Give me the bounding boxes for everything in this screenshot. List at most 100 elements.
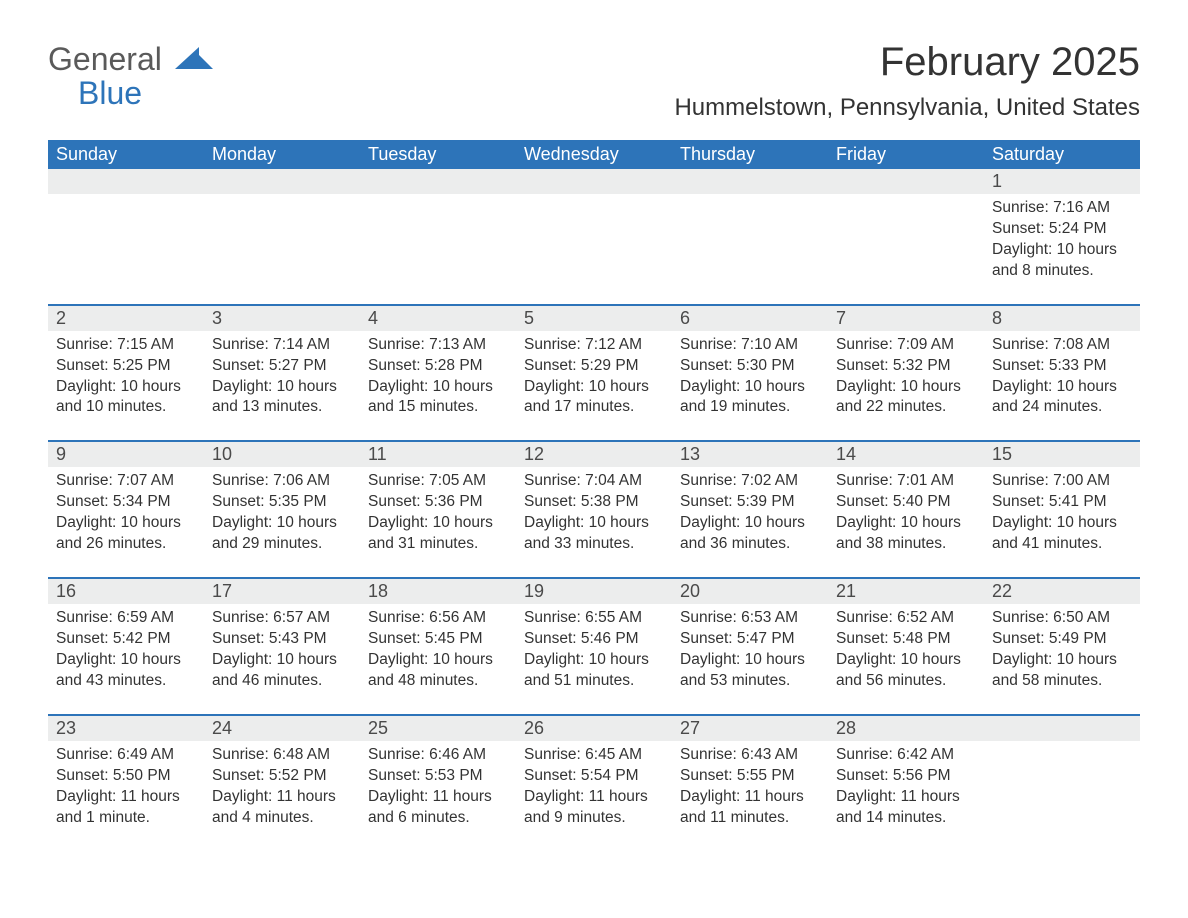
- day-number: 23: [48, 716, 204, 741]
- day-cell: Sunrise: 7:07 AMSunset: 5:34 PMDaylight:…: [48, 467, 204, 578]
- day-number: 2: [48, 306, 204, 331]
- day-cell: [48, 194, 204, 305]
- sunrise-text: Sunrise: 7:14 AM: [212, 335, 352, 356]
- day-cell: Sunrise: 6:53 AMSunset: 5:47 PMDaylight:…: [672, 604, 828, 715]
- daylight-text: Daylight: 10 hours and 58 minutes.: [992, 650, 1132, 692]
- day-number: 1: [984, 169, 1140, 194]
- sunset-text: Sunset: 5:50 PM: [56, 766, 196, 787]
- day-cell: [360, 194, 516, 305]
- day-number-row: 1: [48, 169, 1140, 194]
- daylight-text: Daylight: 10 hours and 36 minutes.: [680, 513, 820, 555]
- day-number: 15: [984, 442, 1140, 467]
- sunset-text: Sunset: 5:48 PM: [836, 629, 976, 650]
- sunrise-text: Sunrise: 7:07 AM: [56, 471, 196, 492]
- daylight-text: Daylight: 10 hours and 33 minutes.: [524, 513, 664, 555]
- day-cell: Sunrise: 7:04 AMSunset: 5:38 PMDaylight:…: [516, 467, 672, 578]
- sunrise-text: Sunrise: 7:02 AM: [680, 471, 820, 492]
- day-number: [48, 169, 204, 194]
- day-header: Saturday: [984, 140, 1140, 169]
- sunrise-text: Sunrise: 7:00 AM: [992, 471, 1132, 492]
- sunrise-text: Sunrise: 6:48 AM: [212, 745, 352, 766]
- sunset-text: Sunset: 5:47 PM: [680, 629, 820, 650]
- day-number: 10: [204, 442, 360, 467]
- daylight-text: Daylight: 10 hours and 41 minutes.: [992, 513, 1132, 555]
- daylight-text: Daylight: 10 hours and 13 minutes.: [212, 377, 352, 419]
- sunrise-text: Sunrise: 6:50 AM: [992, 608, 1132, 629]
- daylight-text: Daylight: 10 hours and 29 minutes.: [212, 513, 352, 555]
- sunset-text: Sunset: 5:32 PM: [836, 356, 976, 377]
- sunrise-text: Sunrise: 7:13 AM: [368, 335, 508, 356]
- sunrise-text: Sunrise: 7:15 AM: [56, 335, 196, 356]
- day-cell: Sunrise: 6:45 AMSunset: 5:54 PMDaylight:…: [516, 741, 672, 851]
- day-number: 4: [360, 306, 516, 331]
- sunrise-text: Sunrise: 6:52 AM: [836, 608, 976, 629]
- daylight-text: Daylight: 10 hours and 17 minutes.: [524, 377, 664, 419]
- daylight-text: Daylight: 10 hours and 19 minutes.: [680, 377, 820, 419]
- day-number: 12: [516, 442, 672, 467]
- day-cell: Sunrise: 7:09 AMSunset: 5:32 PMDaylight:…: [828, 331, 984, 442]
- day-cell: Sunrise: 6:48 AMSunset: 5:52 PMDaylight:…: [204, 741, 360, 851]
- day-number: 7: [828, 306, 984, 331]
- sunset-text: Sunset: 5:56 PM: [836, 766, 976, 787]
- day-number: [360, 169, 516, 194]
- sunrise-text: Sunrise: 6:45 AM: [524, 745, 664, 766]
- day-number: 14: [828, 442, 984, 467]
- day-number: 9: [48, 442, 204, 467]
- sunset-text: Sunset: 5:39 PM: [680, 492, 820, 513]
- sunset-text: Sunset: 5:36 PM: [368, 492, 508, 513]
- daylight-text: Daylight: 10 hours and 56 minutes.: [836, 650, 976, 692]
- day-body-row: Sunrise: 7:16 AMSunset: 5:24 PMDaylight:…: [48, 194, 1140, 305]
- sunset-text: Sunset: 5:41 PM: [992, 492, 1132, 513]
- daylight-text: Daylight: 11 hours and 14 minutes.: [836, 787, 976, 829]
- day-body-row: Sunrise: 6:49 AMSunset: 5:50 PMDaylight:…: [48, 741, 1140, 851]
- daylight-text: Daylight: 11 hours and 11 minutes.: [680, 787, 820, 829]
- day-number: [516, 169, 672, 194]
- month-title: February 2025: [674, 40, 1140, 84]
- day-cell: Sunrise: 6:42 AMSunset: 5:56 PMDaylight:…: [828, 741, 984, 851]
- logo: General Blue: [48, 40, 213, 112]
- day-cell: Sunrise: 7:14 AMSunset: 5:27 PMDaylight:…: [204, 331, 360, 442]
- day-number: [672, 169, 828, 194]
- daylight-text: Daylight: 10 hours and 15 minutes.: [368, 377, 508, 419]
- daylight-text: Daylight: 10 hours and 31 minutes.: [368, 513, 508, 555]
- day-number: 3: [204, 306, 360, 331]
- sunrise-text: Sunrise: 6:53 AM: [680, 608, 820, 629]
- day-number: 22: [984, 579, 1140, 604]
- sunrise-text: Sunrise: 7:05 AM: [368, 471, 508, 492]
- sunset-text: Sunset: 5:40 PM: [836, 492, 976, 513]
- day-header: Thursday: [672, 140, 828, 169]
- day-body-row: Sunrise: 7:07 AMSunset: 5:34 PMDaylight:…: [48, 467, 1140, 578]
- logo-text-blue: Blue: [78, 75, 213, 112]
- day-number: 18: [360, 579, 516, 604]
- sunset-text: Sunset: 5:45 PM: [368, 629, 508, 650]
- sunset-text: Sunset: 5:28 PM: [368, 356, 508, 377]
- day-header: Friday: [828, 140, 984, 169]
- day-cell: Sunrise: 6:46 AMSunset: 5:53 PMDaylight:…: [360, 741, 516, 851]
- day-cell: Sunrise: 7:13 AMSunset: 5:28 PMDaylight:…: [360, 331, 516, 442]
- day-cell: Sunrise: 7:05 AMSunset: 5:36 PMDaylight:…: [360, 467, 516, 578]
- sunset-text: Sunset: 5:27 PM: [212, 356, 352, 377]
- sunrise-text: Sunrise: 7:12 AM: [524, 335, 664, 356]
- day-number-row: 2345678: [48, 306, 1140, 331]
- sunset-text: Sunset: 5:30 PM: [680, 356, 820, 377]
- sunrise-text: Sunrise: 6:56 AM: [368, 608, 508, 629]
- sunrise-text: Sunrise: 7:06 AM: [212, 471, 352, 492]
- day-number: 28: [828, 716, 984, 741]
- sunrise-text: Sunrise: 6:59 AM: [56, 608, 196, 629]
- day-number-row: 16171819202122: [48, 579, 1140, 604]
- day-header: Monday: [204, 140, 360, 169]
- day-header: Tuesday: [360, 140, 516, 169]
- day-number-row: 232425262728: [48, 716, 1140, 741]
- day-number-row: 9101112131415: [48, 442, 1140, 467]
- sunset-text: Sunset: 5:49 PM: [992, 629, 1132, 650]
- day-number: 24: [204, 716, 360, 741]
- day-cell: [516, 194, 672, 305]
- sunrise-text: Sunrise: 6:55 AM: [524, 608, 664, 629]
- day-cell: Sunrise: 7:00 AMSunset: 5:41 PMDaylight:…: [984, 467, 1140, 578]
- day-number: 20: [672, 579, 828, 604]
- day-cell: Sunrise: 6:59 AMSunset: 5:42 PMDaylight:…: [48, 604, 204, 715]
- day-body-row: Sunrise: 7:15 AMSunset: 5:25 PMDaylight:…: [48, 331, 1140, 442]
- sunrise-text: Sunrise: 7:10 AM: [680, 335, 820, 356]
- daylight-text: Daylight: 11 hours and 9 minutes.: [524, 787, 664, 829]
- day-number: 5: [516, 306, 672, 331]
